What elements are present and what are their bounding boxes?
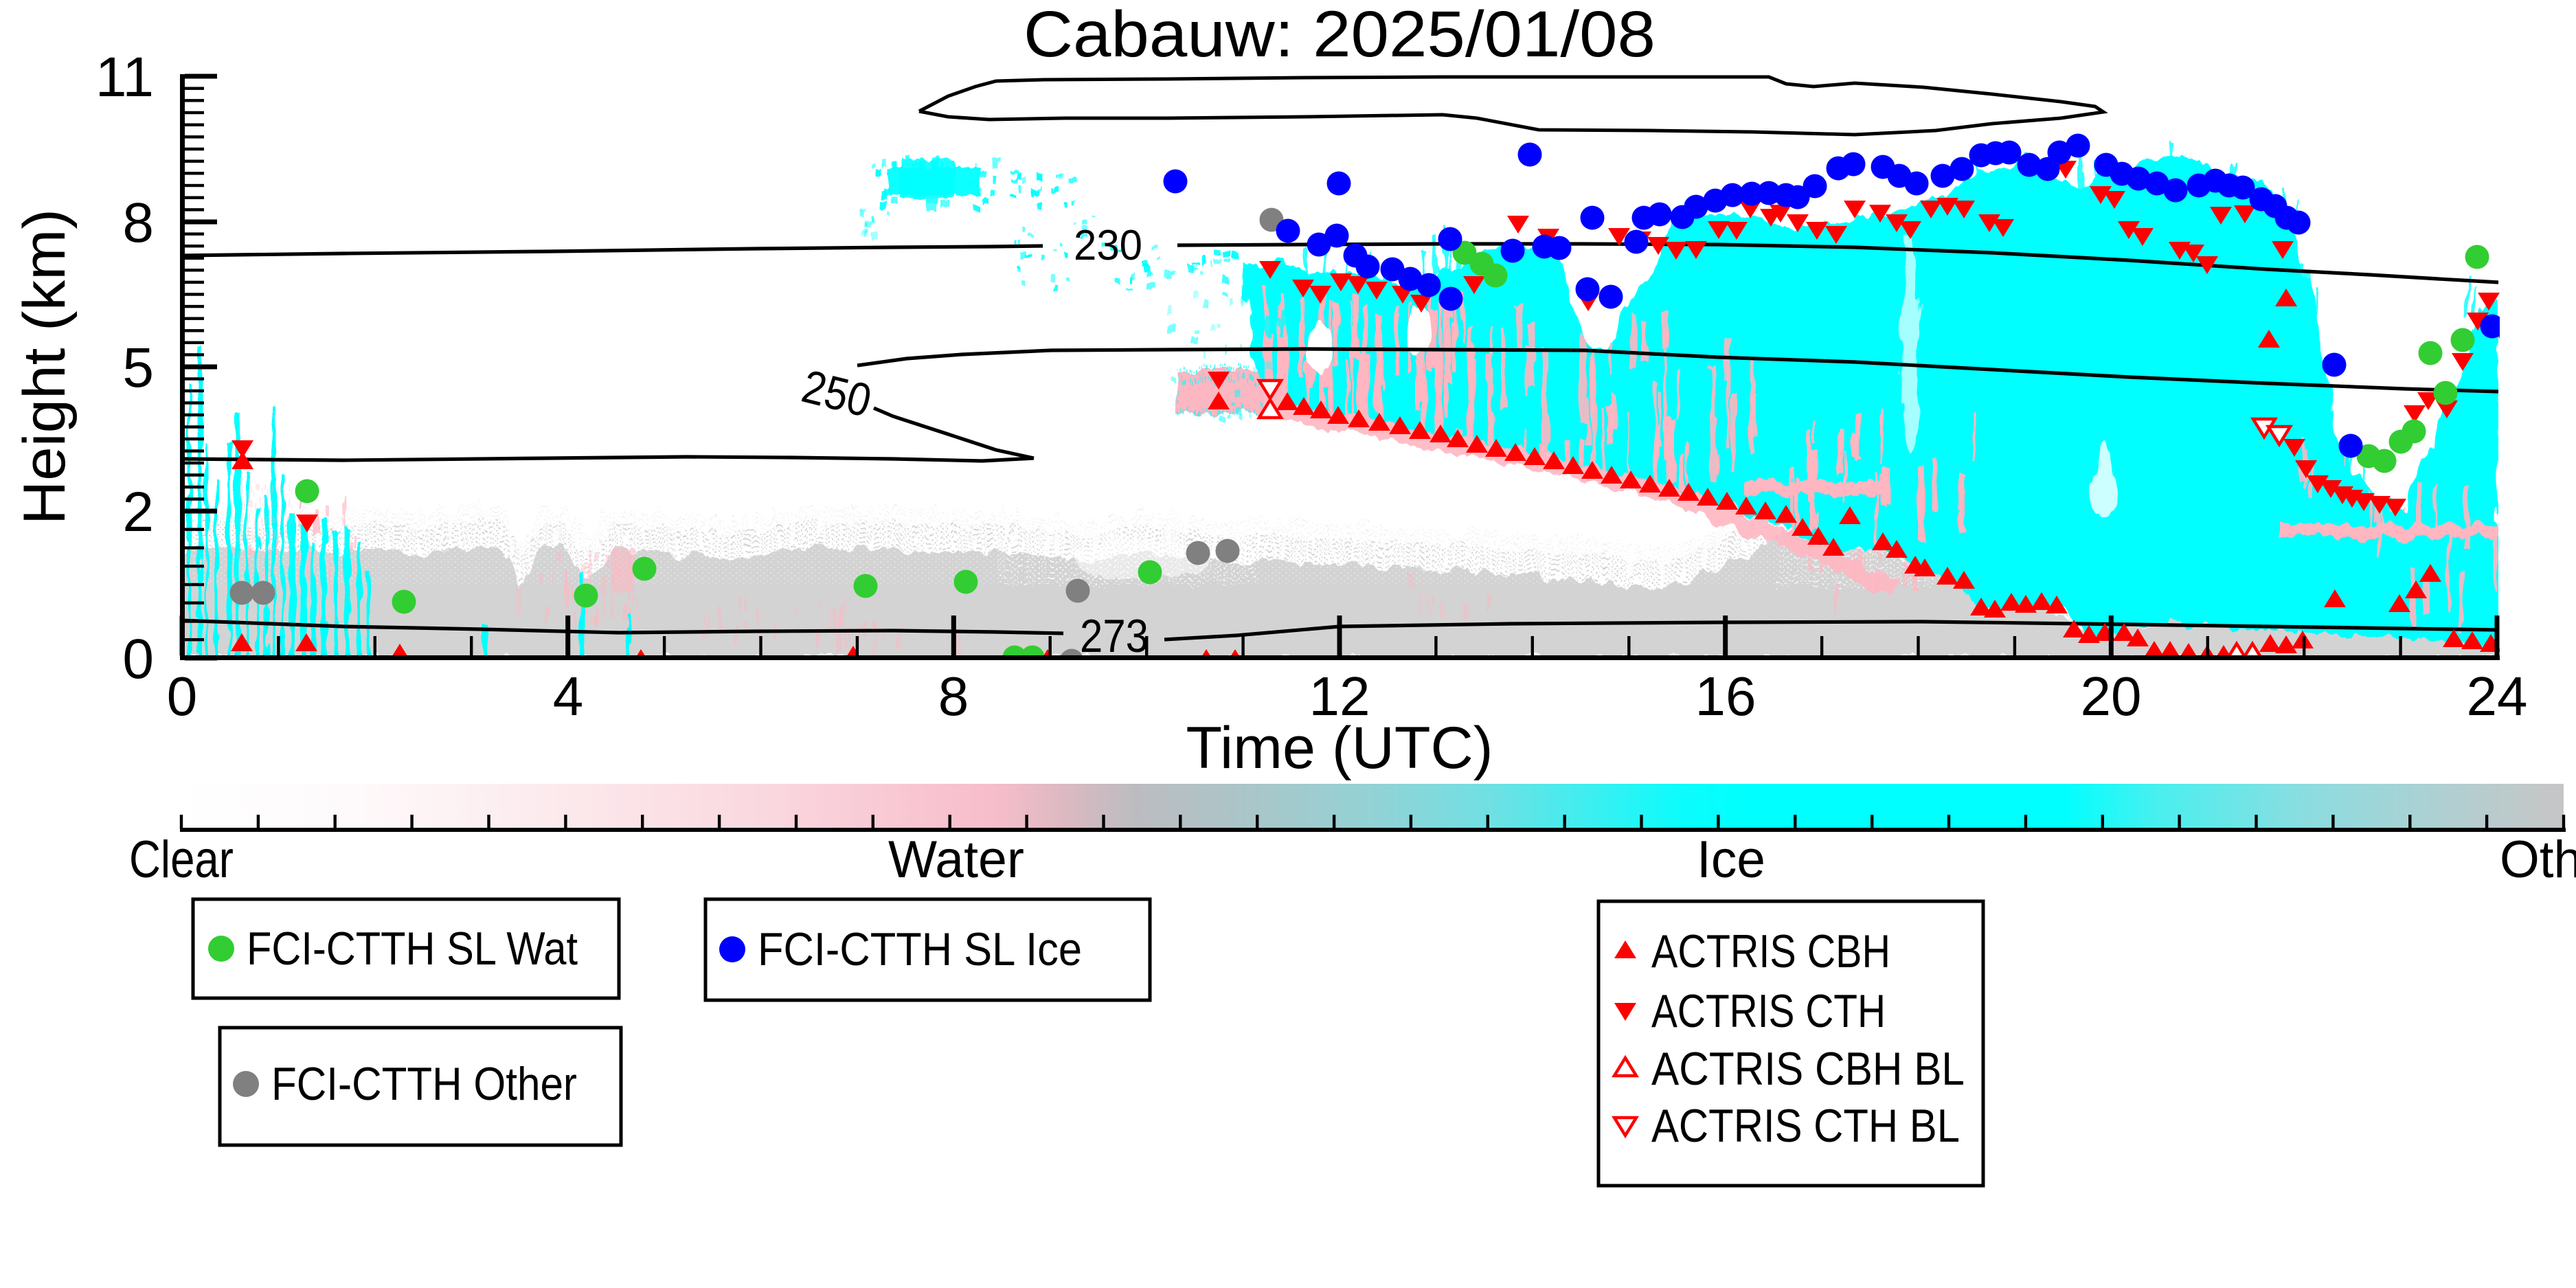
svg-text:Time (UTC): Time (UTC) — [1186, 715, 1493, 781]
svg-text:ACTRIS CTH: ACTRIS CTH — [1651, 985, 1886, 1037]
svg-text:Clear: Clear — [129, 831, 234, 889]
svg-text:0: 0 — [122, 628, 154, 690]
svg-text:8: 8 — [122, 192, 154, 254]
svg-text:Ice: Ice — [1697, 831, 1765, 889]
svg-text:250: 250 — [797, 360, 876, 427]
svg-text:230: 230 — [1074, 222, 1142, 269]
svg-text:FCI-CTTH SL Ice: FCI-CTTH SL Ice — [758, 923, 1082, 975]
svg-text:24: 24 — [2467, 666, 2528, 727]
svg-text:273: 273 — [1080, 610, 1149, 662]
svg-text:2: 2 — [122, 481, 154, 543]
svg-text:20: 20 — [2081, 666, 2142, 727]
svg-text:Height (km): Height (km) — [12, 209, 78, 525]
svg-text:FCI-CTTH Other: FCI-CTTH Other — [271, 1058, 577, 1110]
svg-text:Water: Water — [888, 831, 1024, 889]
svg-text:ACTRIS CBH: ACTRIS CBH — [1651, 925, 1890, 978]
svg-text:12: 12 — [1309, 666, 1370, 727]
svg-text:ACTRIS CBH BL: ACTRIS CBH BL — [1651, 1043, 1965, 1095]
svg-text:ACTRIS CTH BL: ACTRIS CTH BL — [1651, 1100, 1960, 1152]
svg-text:0: 0 — [167, 666, 198, 727]
svg-text:Other: Other — [2500, 831, 2576, 889]
svg-text:Cabauw: 2025/01/08: Cabauw: 2025/01/08 — [1024, 0, 1656, 71]
svg-text:4: 4 — [553, 666, 584, 727]
svg-text:5: 5 — [122, 337, 154, 399]
svg-text:8: 8 — [938, 666, 969, 727]
svg-text:16: 16 — [1695, 666, 1756, 727]
svg-text:FCI-CTTH SL Wat: FCI-CTTH SL Wat — [247, 923, 578, 975]
svg-text:11: 11 — [95, 46, 154, 109]
